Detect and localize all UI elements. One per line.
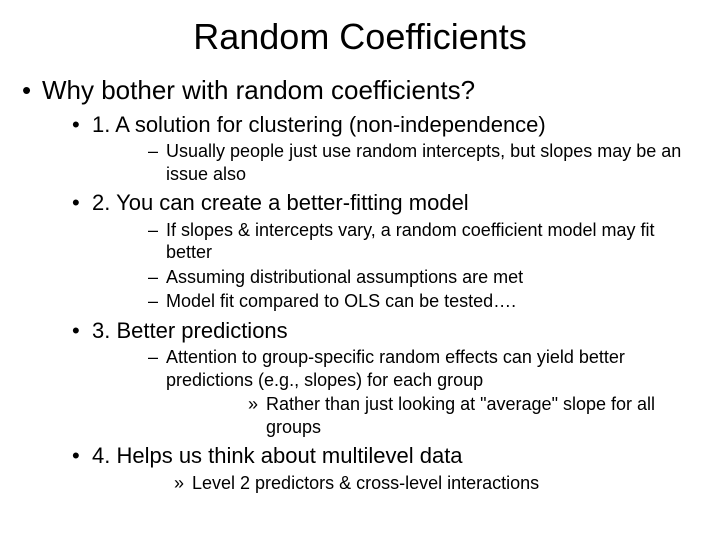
l1-item: Why bother with random coefficients? 1. … bbox=[20, 74, 700, 494]
l4-item: Rather than just looking at "average" sl… bbox=[248, 393, 700, 438]
l3-item: Assuming distributional assumptions are … bbox=[148, 266, 700, 289]
l3-item: If slopes & intercepts vary, a random co… bbox=[148, 219, 700, 264]
slide: Random Coefficients Why bother with rand… bbox=[0, 0, 720, 540]
l2-text: 4. Helps us think about multilevel data bbox=[92, 443, 463, 468]
l2-item: 3. Better predictions Attention to group… bbox=[70, 317, 700, 439]
l4-item: Level 2 predictors & cross-level interac… bbox=[174, 472, 700, 495]
l1-text: Why bother with random coefficients? bbox=[42, 75, 475, 105]
l2-item: 2. You can create a better-fitting model… bbox=[70, 189, 700, 313]
l3-text: Attention to group-specific random effec… bbox=[166, 347, 625, 390]
l2-item: 4. Helps us think about multilevel data … bbox=[70, 442, 700, 494]
l2-item: 1. A solution for clustering (non-indepe… bbox=[70, 111, 700, 186]
l2-text: 2. You can create a better-fitting model bbox=[92, 190, 469, 215]
l3-item: Attention to group-specific random effec… bbox=[148, 346, 700, 438]
bullet-level-3: Attention to group-specific random effec… bbox=[92, 346, 700, 438]
bullet-level-2: 1. A solution for clustering (non-indepe… bbox=[42, 111, 700, 495]
l2-text: 3. Better predictions bbox=[92, 318, 288, 343]
bullet-level-4: Level 2 predictors & cross-level interac… bbox=[92, 472, 700, 495]
l2-text: 1. A solution for clustering (non-indepe… bbox=[92, 112, 546, 137]
slide-title: Random Coefficients bbox=[20, 16, 700, 58]
bullet-level-3: If slopes & intercepts vary, a random co… bbox=[92, 219, 700, 313]
bullet-level-3: Usually people just use random intercept… bbox=[92, 140, 700, 185]
l3-item: Usually people just use random intercept… bbox=[148, 140, 700, 185]
bullet-level-1: Why bother with random coefficients? 1. … bbox=[20, 74, 700, 494]
l3-item: Model fit compared to OLS can be tested…… bbox=[148, 290, 700, 313]
bullet-level-4: Rather than just looking at "average" sl… bbox=[166, 393, 700, 438]
